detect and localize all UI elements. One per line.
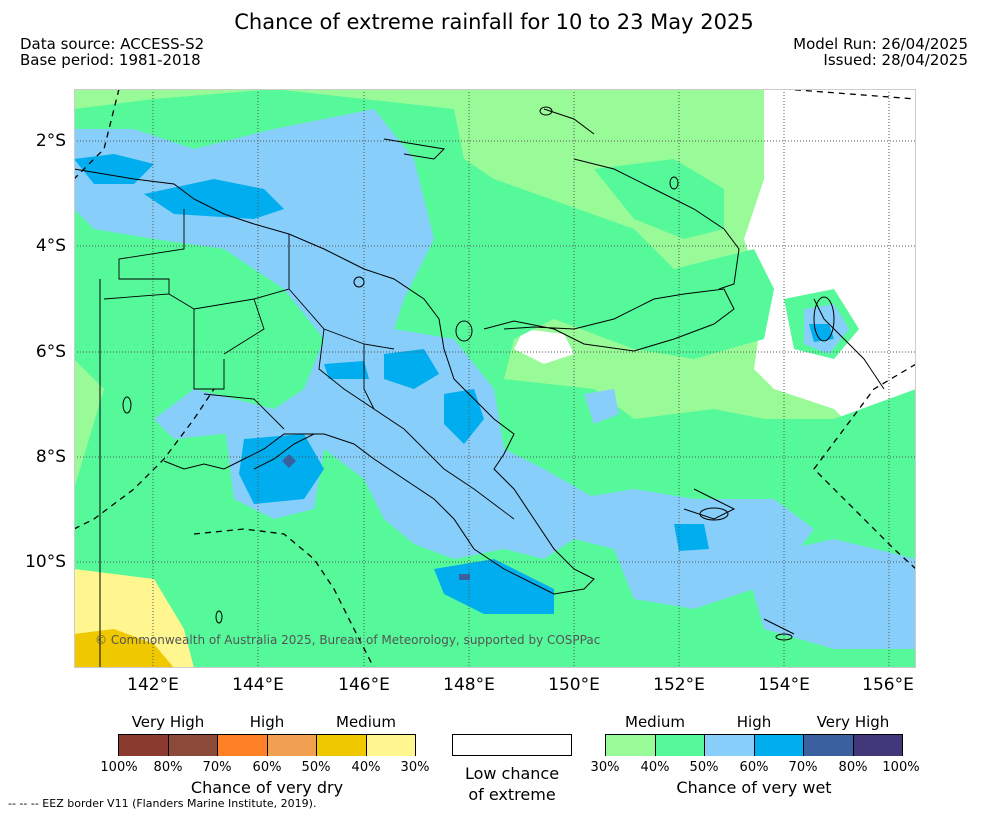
zone-60-70-south	[434, 559, 554, 614]
lon-label-144e: 144°E	[232, 675, 284, 695]
dry-head-high: High	[249, 713, 285, 731]
coastlines	[74, 108, 885, 668]
neutral-swatch	[452, 734, 572, 756]
wet-swatch-40-50	[656, 735, 705, 756]
eez-footnote: -- -- -- EEZ border V11 (Flanders Marine…	[8, 797, 317, 810]
eez-borders	[74, 89, 916, 668]
zone-50-60-small	[584, 389, 619, 424]
wet-pct-100: 100%	[882, 760, 920, 775]
dry-pct-50: 50%	[301, 760, 331, 775]
issued-date: Issued: 28/04/2025	[823, 51, 968, 69]
neutral-caption-line2: of extreme	[468, 785, 556, 804]
dry-pct-40: 40%	[351, 760, 381, 775]
dry-swatch-30-40	[367, 735, 415, 756]
lon-label-146e: 146°E	[338, 675, 390, 695]
dry-pct-70: 70%	[202, 760, 232, 775]
zone-70-80-gulf	[282, 454, 296, 468]
dry-pct-30: 30%	[400, 760, 430, 775]
lon-label-142e: 142°E	[127, 675, 179, 695]
zone-70-80-south	[459, 574, 470, 580]
zone-60-70-west	[74, 154, 154, 184]
lon-label-156e: 156°E	[862, 675, 914, 695]
wet-pct-40: 40%	[640, 760, 670, 775]
lat-label-6s: 6°S	[35, 342, 66, 362]
zone-low-east	[744, 89, 916, 459]
map-title: Chance of extreme rainfall for 10 to 23 …	[234, 10, 754, 34]
wet-colorbar	[605, 734, 903, 756]
lon-label-152e: 152°E	[653, 675, 705, 695]
wet-head-very-high: Very High	[816, 713, 890, 731]
wet-pct-60: 60%	[739, 760, 769, 775]
wet-pct-80: 80%	[838, 760, 868, 775]
zone-50-60-se	[744, 539, 916, 649]
copyright-notice: © Commonwealth of Australia 2025, Bureau…	[95, 633, 601, 647]
zone-60-70-gulf	[239, 434, 324, 504]
base-period: Base period: 1981-2018	[20, 51, 201, 69]
dry-swatch-60-70	[218, 735, 268, 756]
dry-pct-60: 60%	[252, 760, 282, 775]
zone-60-70-highlands	[384, 349, 439, 389]
rainfall-map	[74, 89, 916, 668]
dry-head-very-high: Very High	[131, 713, 205, 731]
wet-swatch-60-70	[755, 735, 804, 756]
province-borders	[103, 209, 515, 520]
lat-label-10s: 10°S	[25, 552, 66, 572]
map-frame	[74, 89, 916, 668]
zone-60-70-small	[324, 361, 369, 379]
lat-label-2s: 2°S	[35, 131, 66, 151]
graticule	[74, 89, 916, 668]
wet-swatch-30-40	[606, 735, 656, 756]
wet-head-medium: Medium	[625, 713, 685, 731]
wet-caption: Chance of very wet	[676, 778, 832, 797]
wet-pct-50: 50%	[689, 760, 719, 775]
wet-pct-30: 30%	[590, 760, 620, 775]
dry-pct-100: 100%	[100, 760, 138, 775]
wet-swatch-70-80	[804, 735, 854, 756]
lon-label-148e: 148°E	[443, 675, 495, 695]
wet-swatch-50-60	[705, 735, 755, 756]
dry-head-medium: Medium	[336, 713, 396, 731]
lon-label-150e: 150°E	[548, 675, 600, 695]
lat-label-4s: 4°S	[35, 236, 66, 256]
dry-pct-80: 80%	[153, 760, 183, 775]
dry-caption: Chance of very dry	[190, 778, 344, 797]
dry-swatch-70-80	[169, 735, 218, 756]
wet-head-high: High	[736, 713, 772, 731]
zone-60-70-huon	[444, 389, 484, 444]
dry-swatch-50-60	[268, 735, 317, 756]
zone-dry-40-50	[74, 629, 174, 668]
dry-swatch-80-100	[119, 735, 169, 756]
wet-swatch-80-100	[854, 735, 902, 756]
lon-label-154e: 154°E	[758, 675, 810, 695]
zone-60-70-north	[144, 179, 284, 219]
wet-pct-70: 70%	[788, 760, 818, 775]
neutral-caption-line1: Low chance	[464, 764, 560, 783]
zone-40-50-north	[594, 159, 724, 239]
lat-label-8s: 8°S	[35, 447, 66, 467]
islands	[122, 106, 835, 641]
data-source: Data source: ACCESS-S2	[20, 35, 205, 53]
dry-colorbar	[118, 734, 416, 756]
zone-60-70-east	[674, 524, 709, 551]
dry-swatch-40-50	[317, 735, 367, 756]
zone-low-newbritain	[514, 329, 574, 364]
model-run: Model Run: 26/04/2025	[793, 35, 968, 53]
